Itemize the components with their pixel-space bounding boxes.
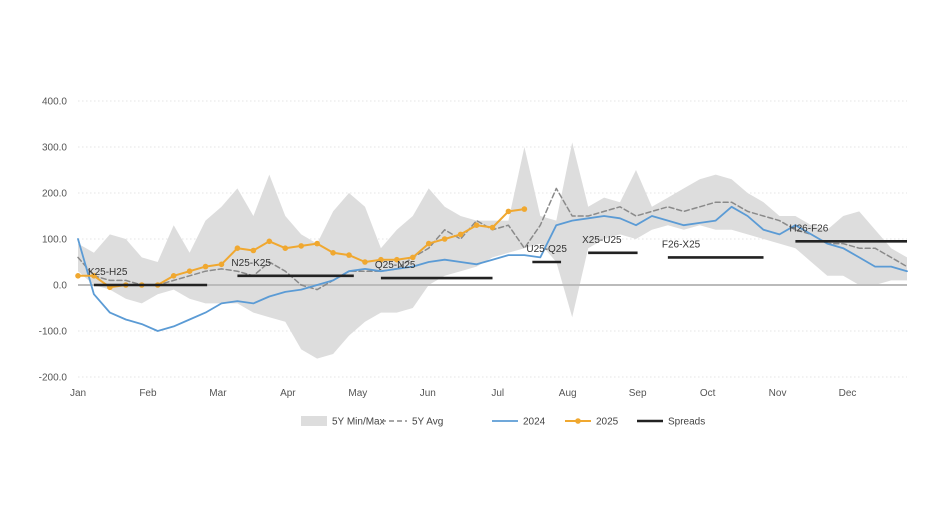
- legend-swatch-band: [301, 416, 327, 426]
- series-2025-point: [425, 240, 432, 247]
- min-max-band: [78, 142, 907, 359]
- series-2025-point: [186, 268, 193, 275]
- legend-spreads: Spreads: [637, 417, 705, 428]
- series-2025-point: [202, 263, 209, 270]
- x-tick-label: Apr: [280, 388, 296, 399]
- spread-label: N25-K25: [231, 258, 271, 269]
- legend: 5Y Min/Max 5Y Avg 2024 2025 Spreads: [301, 416, 705, 428]
- legend-2024: 2024: [492, 417, 546, 428]
- y-tick-label: 0.0: [53, 281, 67, 292]
- x-tick-label: Jan: [70, 388, 86, 399]
- y-tick-label: -100.0: [39, 327, 68, 338]
- legend-2025: 2025: [565, 417, 619, 428]
- legend-5y-avg: 5Y Avg: [381, 417, 443, 428]
- series-2025-point: [298, 243, 304, 249]
- legend-label: 5Y Min/Max: [332, 417, 385, 428]
- series-2025-point: [409, 254, 416, 261]
- spread-label: K25-H25: [88, 267, 128, 278]
- series-2025-point: [314, 240, 320, 247]
- spread-segments: K25-H25 N25-K25 Q25-N25 U25-Q25 X25-U25 F26-X…: [88, 223, 907, 287]
- legend-swatch-2025-dot: [575, 418, 581, 424]
- x-tick-label: Feb: [139, 388, 157, 399]
- legend-5y-min-max: 5Y Min/Max: [301, 416, 385, 428]
- y-tick-label: -200.0: [39, 373, 68, 384]
- series-2025-point: [75, 273, 81, 279]
- series-2025-point: [91, 273, 97, 279]
- series-2024-line: [77, 205, 908, 332]
- x-tick-label: Jun: [420, 388, 436, 399]
- y-tick-label: 100.0: [42, 235, 67, 246]
- series-2025-point: [457, 231, 464, 238]
- legend-label: 5Y Avg: [412, 417, 443, 428]
- series-2025-point: [250, 247, 257, 254]
- x-tick-label: May: [348, 388, 367, 399]
- y-axis-labels: 400.0 300.0 200.0 100.0 0.0 -100.0 -200.0: [39, 97, 68, 384]
- series-2025-point: [346, 252, 352, 258]
- x-tick-label: Sep: [629, 388, 647, 399]
- x-tick-label: Aug: [559, 388, 577, 399]
- y-tick-label: 300.0: [42, 143, 67, 154]
- series-2025-point: [218, 261, 225, 268]
- series-2025-point: [330, 250, 336, 256]
- x-axis-labels: Jan Feb Mar Apr May Jun Jul Aug Sep Oct Nov Dec: [70, 388, 856, 399]
- spread-label: X25-U25: [582, 235, 622, 246]
- series-2025-point: [441, 236, 448, 242]
- spread-label: U25-Q25: [526, 244, 567, 255]
- legend-label: 2024: [523, 417, 546, 428]
- series-2025-point: [362, 259, 368, 265]
- x-tick-label: Dec: [839, 388, 857, 399]
- series-2025-point: [521, 206, 528, 212]
- series-2025-point: [473, 222, 480, 228]
- series-2025-point: [489, 224, 496, 231]
- spread-label: Q25-N25: [375, 260, 416, 271]
- y-tick-label: 400.0: [42, 97, 67, 108]
- series-lines: [75, 187, 908, 332]
- series-2025-point: [394, 256, 400, 263]
- x-tick-label: Oct: [700, 388, 716, 399]
- band-area-5y-min-max: [78, 142, 907, 359]
- series-2025-point: [170, 273, 177, 279]
- x-tick-label: Mar: [209, 388, 227, 399]
- spread-label: F26-X25: [662, 239, 701, 250]
- series-2025-point: [505, 208, 512, 215]
- legend-label: 2025: [596, 417, 619, 428]
- series-2025-point: [266, 238, 273, 245]
- spread-label: H26-F26: [789, 223, 828, 234]
- series-2025-point: [234, 245, 241, 251]
- x-tick-label: Jul: [491, 388, 504, 399]
- series-2025-point: [378, 256, 384, 263]
- x-tick-label: Nov: [769, 388, 787, 399]
- series-2025-point: [282, 245, 289, 251]
- y-tick-label: 200.0: [42, 189, 67, 200]
- legend-label: Spreads: [668, 417, 705, 428]
